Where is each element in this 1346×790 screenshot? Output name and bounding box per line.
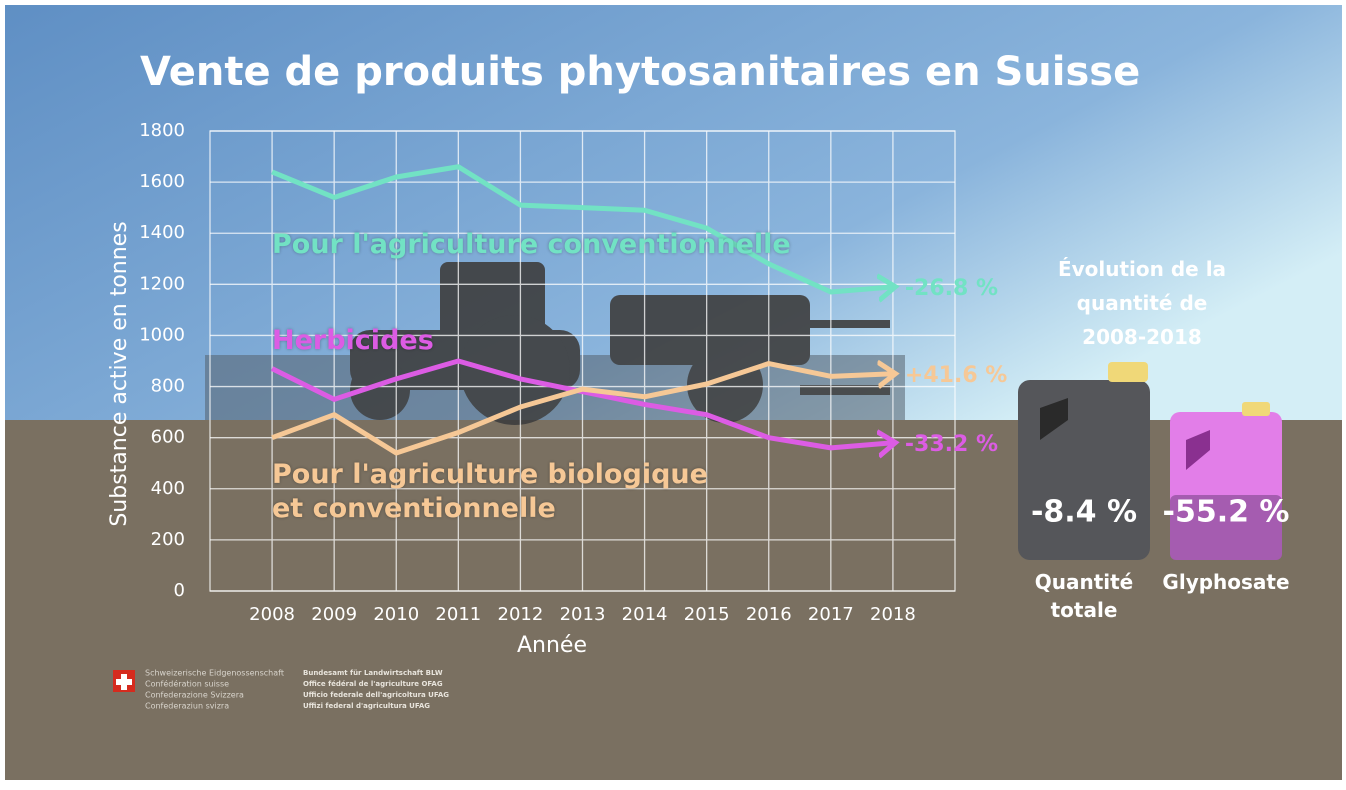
- series-label: Pour l'agriculture biologique et convent…: [272, 459, 708, 524]
- footer-text: Ufficio federale dell'agricoltura UFAG: [303, 691, 449, 699]
- tractor: [205, 262, 905, 425]
- y-tick-label: 800: [151, 376, 185, 397]
- y-tick-label: 400: [151, 478, 185, 499]
- y-tick-label: 1200: [139, 273, 185, 294]
- chart-title: Vente de produits phytosanitaires en Sui…: [140, 49, 1140, 95]
- canister-total: [1018, 380, 1150, 560]
- x-tick-label: 2017: [808, 604, 854, 625]
- x-tick-label: 2008: [249, 604, 295, 625]
- canister-cap: [1242, 402, 1270, 416]
- footer-text: Schweizerische Eidgenossenschaft: [145, 669, 284, 678]
- x-tick-label: 2015: [684, 604, 730, 625]
- y-tick-label: 1600: [139, 171, 185, 192]
- y-tick-label: 0: [174, 580, 185, 601]
- canister-fill: [1170, 495, 1282, 560]
- y-tick-label: 200: [151, 529, 185, 550]
- change-label: +41.6 %: [905, 363, 1007, 388]
- y-tick-label: 1800: [139, 120, 185, 141]
- y-axis-label: Substance active en tonnes: [107, 221, 132, 526]
- panel-value: -55.2 %: [1163, 495, 1290, 530]
- y-tick-label: 1000: [139, 324, 185, 345]
- panel-label: Glyphosate: [1162, 570, 1290, 594]
- x-tick-label: 2013: [560, 604, 606, 625]
- canister-handle: [1040, 398, 1068, 440]
- x-tick-label: 2012: [498, 604, 544, 625]
- panel-title-box: Évolution de la quantité de 2008-2018: [1057, 257, 1227, 349]
- footer-text: Confédération suisse: [145, 679, 229, 689]
- series-line: [271, 164, 893, 292]
- footer-text: Bundesamt für Landwirtschaft BLW: [303, 669, 443, 677]
- panel-label-box: Quantité totale: [1034, 570, 1134, 622]
- swiss-cross: [116, 674, 132, 690]
- series-label: Herbicides: [272, 325, 434, 356]
- canister-handle: [1186, 430, 1210, 470]
- series-label: Pour l'agriculture conventionnelle: [272, 229, 791, 260]
- panel-title: Évolution de la quantité de 2008-2018: [1057, 257, 1227, 349]
- x-axis-label: Année: [517, 633, 587, 658]
- change-label: -26.8 %: [905, 276, 998, 301]
- footer-text: Confederaziun svizra: [145, 702, 229, 711]
- panel-value: -8.4 %: [1031, 495, 1137, 530]
- panel-label: Quantité totale: [1034, 570, 1134, 622]
- footer-text: Confederazione Svizzera: [145, 691, 244, 700]
- x-tick-label: 2016: [746, 604, 792, 625]
- series-label-box: Herbicides: [272, 325, 434, 356]
- y-tick-label: 600: [151, 427, 185, 448]
- series-label-box: Pour l'agriculture conventionnelle: [272, 229, 791, 260]
- footer-text: Uffizi federal d'agricultura UFAG: [303, 702, 430, 710]
- y-tick-label: 1400: [139, 222, 185, 243]
- panel-label-box: Glyphosate: [1162, 570, 1290, 594]
- x-tick-label: 2018: [870, 604, 916, 625]
- x-tick-label: 2014: [622, 604, 668, 625]
- plot-frame: [209, 130, 956, 592]
- x-tick-label: 2010: [373, 604, 419, 625]
- footer-text: Office fédéral de l'agriculture OFAG: [303, 680, 443, 688]
- series-label-box: Pour l'agriculture biologique et convent…: [272, 459, 708, 524]
- canister-cap: [1108, 362, 1148, 382]
- x-tick-label: 2009: [311, 604, 357, 625]
- x-tick-label: 2011: [435, 604, 481, 625]
- series-line: [271, 364, 893, 456]
- change-label: -33.2 %: [905, 432, 998, 457]
